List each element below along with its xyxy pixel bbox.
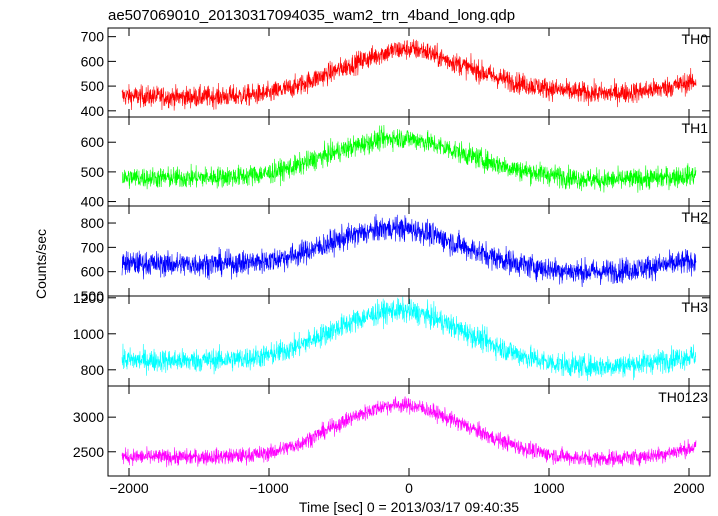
y-tick-label: 1000 bbox=[73, 326, 104, 342]
x-axis-label: Time [sec] 0 = 2013/03/17 09:40:35 bbox=[299, 499, 519, 515]
x-tick-label: 1000 bbox=[533, 480, 564, 496]
y-tick-label: 400 bbox=[81, 103, 105, 119]
panel-th2: 500 600 700 800 TH2 bbox=[81, 205, 711, 304]
series-th0123-line bbox=[121, 396, 697, 468]
y-tick-label: 800 bbox=[81, 362, 105, 378]
series-th2-line bbox=[121, 213, 697, 288]
panel-frame bbox=[107, 295, 711, 387]
series-th1-line bbox=[121, 125, 697, 193]
panel-label-th2: TH2 bbox=[682, 209, 709, 225]
y-tick-label: 800 bbox=[81, 215, 105, 231]
y-tick-label: 700 bbox=[81, 239, 105, 255]
chart-panels: 400 500 600 700 TH0 400 500 600 TH1 500 600 700 800 T… bbox=[73, 27, 711, 477]
y-tick-label: 2500 bbox=[73, 444, 104, 460]
series-th0-line bbox=[121, 39, 697, 111]
panel-label-th1: TH1 bbox=[682, 120, 709, 136]
panel-th3: 800 1000 1200 TH3 bbox=[73, 290, 711, 387]
x-tick-label: 2000 bbox=[673, 480, 704, 496]
y-tick-label: 600 bbox=[81, 134, 105, 150]
panel-label-th0123: TH0123 bbox=[658, 389, 708, 405]
y-tick-label: 600 bbox=[81, 53, 105, 69]
y-tick-label: 600 bbox=[81, 264, 105, 280]
y-tick-label: 500 bbox=[81, 78, 105, 94]
y-tick-label: 500 bbox=[81, 288, 105, 304]
panel-th1: 400 500 600 TH1 bbox=[81, 116, 711, 210]
panel-label-th3: TH3 bbox=[682, 299, 709, 315]
x-axis: −2000 −1000 0 1000 2000 bbox=[109, 480, 704, 496]
y-tick-label: 1200 bbox=[73, 290, 104, 306]
y-tick-label: 400 bbox=[81, 194, 105, 210]
y-axis-label: Counts/sec bbox=[33, 229, 49, 299]
x-tick-label: −1000 bbox=[249, 480, 289, 496]
y-tick-label: 500 bbox=[81, 164, 105, 180]
series-th3-line bbox=[121, 296, 697, 381]
panel-th0123: 2500 3000 TH0123 bbox=[73, 385, 711, 477]
panel-frame bbox=[107, 205, 711, 297]
chart-title: ae507069010_20130317094035_wam2_trn_4ban… bbox=[108, 7, 515, 24]
panel-label-th0: TH0 bbox=[682, 31, 709, 47]
y-tick-label: 700 bbox=[81, 29, 105, 45]
panel-th0: 400 500 600 700 TH0 bbox=[81, 27, 711, 119]
panel-frame bbox=[107, 116, 711, 207]
x-tick-label: 0 bbox=[405, 480, 413, 496]
y-tick-label: 3000 bbox=[73, 409, 104, 425]
x-tick-label: −2000 bbox=[109, 480, 149, 496]
